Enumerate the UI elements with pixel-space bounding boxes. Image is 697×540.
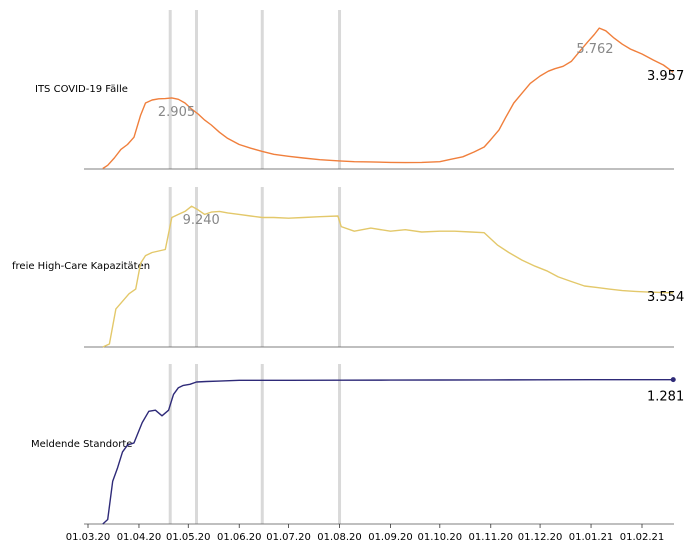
event-line [168,10,172,169]
series-its-covid-cases [102,27,674,170]
series-reporting-sites [102,379,674,525]
end-label-its: 3.957 [647,69,684,84]
event-line [194,187,198,347]
x-tick-label: 01.06.20 [217,532,262,540]
event-line [168,364,172,524]
panel-free-high-care: freie High-Care Kapazitäten 9.240 3.554 [12,205,684,348]
x-axis: 01.03.20 01.04.20 01.05.20 01.06.20 01.07.20… [66,524,665,540]
x-tick-label: 01.09.20 [368,532,413,540]
panel-reporting-sites: Meldende Standorte 1.281 [31,377,684,525]
event-line [260,364,264,524]
series-free-high-care [102,205,674,348]
event-line [338,187,342,347]
x-tick-label: 01.08.20 [317,532,362,540]
event-line [168,187,172,347]
peak-label-high-care: 9.240 [183,213,220,228]
end-dot-reporting-sites [670,377,676,383]
event-line [338,364,342,524]
panel-label-free-high-care: freie High-Care Kapazitäten [12,261,150,272]
x-tick-label: 01.01.21 [569,532,614,540]
x-tick-label: 01.07.20 [266,532,311,540]
event-line [194,10,198,169]
x-tick-label: 01.02.21 [620,532,665,540]
x-tick-label: 01.12.20 [518,532,563,540]
panel-its-covid-cases: ITS COVID-19 Fälle 2.905 5.762 3.957 [35,27,684,170]
event-line [338,10,342,169]
peak-label-its-second: 5.762 [576,42,613,57]
end-label-reporting-sites: 1.281 [647,390,684,405]
x-tick-label: 01.05.20 [166,532,211,540]
event-line [260,187,264,347]
x-tick-label: 01.04.20 [117,532,162,540]
x-tick-label: 01.11.20 [468,532,513,540]
x-tick-label: 01.10.20 [418,532,463,540]
event-line [260,10,264,169]
event-line [194,364,198,524]
peak-label-its-first: 2.905 [158,105,195,120]
x-tick-label: 01.03.20 [66,532,111,540]
panel-label-reporting-sites: Meldende Standorte [31,439,132,450]
event-lines [168,10,342,524]
panel-label-its-covid-cases: ITS COVID-19 Fälle [35,84,128,95]
end-label-high-care: 3.554 [647,290,684,305]
